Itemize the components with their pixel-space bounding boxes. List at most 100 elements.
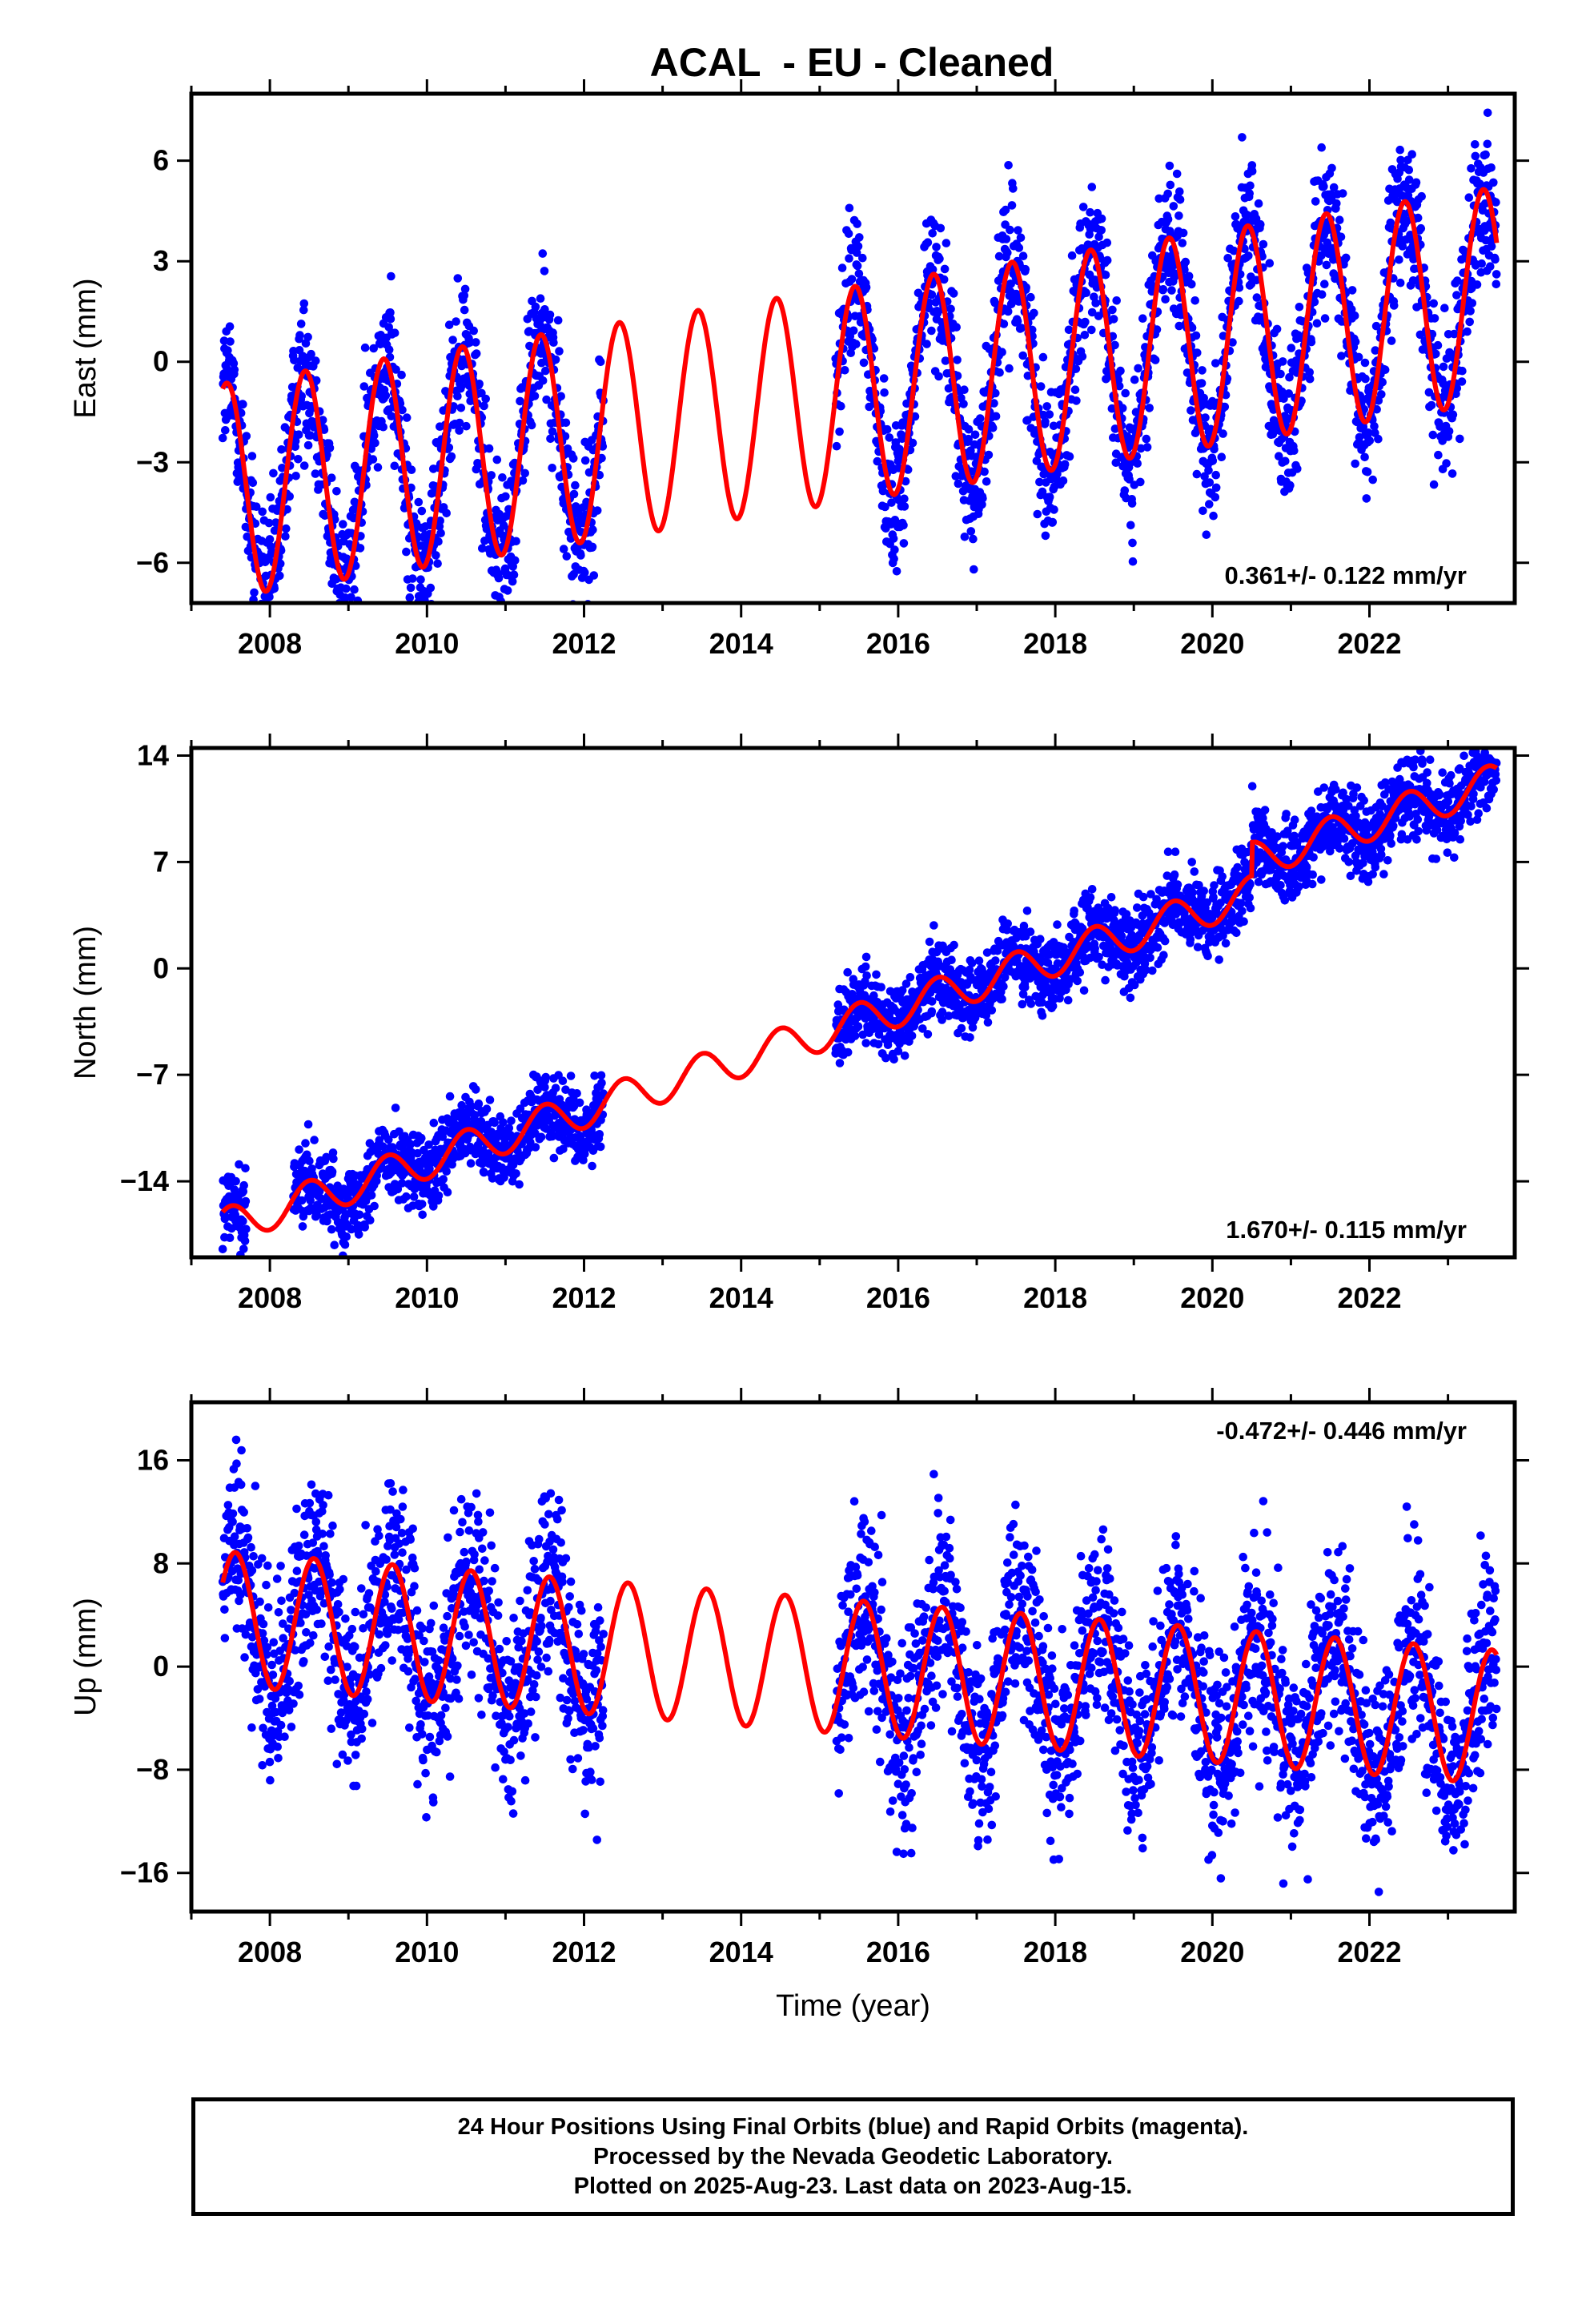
east-data-point (1317, 290, 1327, 300)
east-data-point (1209, 511, 1218, 521)
east-data-point (964, 424, 974, 434)
east-data-point (1272, 324, 1282, 334)
east-data-point (472, 349, 481, 358)
east-data-point (1245, 189, 1254, 198)
north-data-point (1019, 921, 1029, 931)
north-data-point (391, 1104, 400, 1112)
north-data-point (1094, 952, 1103, 962)
east-data-point (259, 609, 268, 617)
north-data-point (328, 1148, 338, 1157)
north-data-point (239, 1244, 248, 1253)
east-data-point (497, 633, 506, 642)
east-data-point (508, 577, 517, 586)
north-data-point (944, 1011, 954, 1020)
rate-annotation: 0.361+/- 0.122 mm/yr (1225, 561, 1467, 589)
north-data-point (1146, 953, 1154, 963)
east-data-point (1228, 338, 1237, 347)
north-data-point (1021, 983, 1030, 992)
east-data-point (1467, 164, 1476, 173)
north-data-point (327, 1167, 337, 1176)
north-data-point (1186, 935, 1195, 944)
east-data-point (258, 610, 267, 619)
east-data-point (1110, 424, 1120, 433)
east-data-point (859, 358, 869, 368)
east-data-point (1067, 251, 1077, 260)
east-data-point (342, 584, 351, 593)
east-data-point (1165, 161, 1174, 171)
east-data-point (1006, 279, 1015, 288)
east-data-point (218, 433, 227, 443)
east-data-point (248, 478, 258, 488)
north-data-point (1153, 943, 1162, 952)
east-data-point (1014, 226, 1022, 235)
east-data-point (1030, 308, 1038, 318)
east-data-point (432, 551, 440, 560)
east-data-point (1477, 259, 1486, 268)
east-data-point (453, 392, 462, 401)
east-data-point (1433, 340, 1443, 350)
east-data-point (303, 440, 313, 450)
east-data-point (270, 584, 279, 593)
north-data-point (536, 1132, 546, 1142)
north-data-point (595, 1130, 604, 1139)
east-data-point (580, 568, 589, 577)
east-data-point (1038, 487, 1047, 497)
east-data-point (1021, 264, 1030, 274)
east-data-point (1211, 470, 1220, 480)
east-data-point (1220, 402, 1230, 412)
east-data-point (1087, 308, 1097, 317)
north-data-point (488, 1174, 497, 1183)
north-data-point (297, 1196, 307, 1205)
east-data-point (339, 620, 348, 629)
east-data-point (927, 326, 936, 336)
east-data-point (414, 497, 424, 507)
east-data-point (1064, 325, 1074, 335)
east-data-point (933, 308, 942, 318)
east-data-point (299, 461, 309, 470)
north-data-point (507, 1116, 516, 1125)
east-data-point (1018, 351, 1027, 360)
east-data-point (456, 404, 466, 412)
east-data-point (478, 544, 487, 553)
east-data-point (339, 520, 347, 529)
east-data-point (1389, 301, 1399, 310)
east-data-point (1174, 211, 1183, 220)
east-data-point (1101, 271, 1110, 279)
east-data-point (899, 539, 909, 548)
east-data-point (1197, 379, 1207, 388)
east-data-point (569, 489, 579, 499)
east-data-point (277, 445, 286, 454)
east-data-point (1319, 182, 1328, 191)
north-data-point (1140, 959, 1150, 968)
east-data-point (1395, 278, 1405, 287)
east-data-point (291, 472, 300, 480)
east-data-point (373, 463, 383, 472)
north-data-point (467, 1102, 476, 1111)
east-data-point (1492, 279, 1501, 289)
east-data-point (275, 571, 284, 581)
north-data-point (893, 1047, 903, 1055)
east-data-point (402, 547, 411, 557)
east-data-point (475, 380, 484, 388)
east-data-point (255, 611, 263, 620)
east-data-point (1447, 469, 1457, 478)
north-data-point (597, 1078, 606, 1088)
north-data-point (1106, 893, 1116, 902)
east-data-point (853, 242, 863, 251)
north-data-point (873, 1039, 883, 1049)
east-data-point (1429, 299, 1438, 308)
north-data-point (418, 1210, 427, 1220)
east-data-point (1032, 456, 1042, 465)
east-data-point (1317, 251, 1326, 260)
x-tick-label: 2012 (552, 627, 616, 660)
north-data-point (298, 1222, 307, 1231)
north-data-point (466, 1159, 476, 1168)
east-data-point (1387, 336, 1396, 345)
north-data-point (1193, 943, 1203, 951)
east-data-point (1026, 292, 1035, 302)
east-data-point (1058, 476, 1068, 485)
east-data-point (303, 332, 312, 342)
east-data-point (230, 365, 239, 374)
north-data-point (900, 1051, 909, 1060)
